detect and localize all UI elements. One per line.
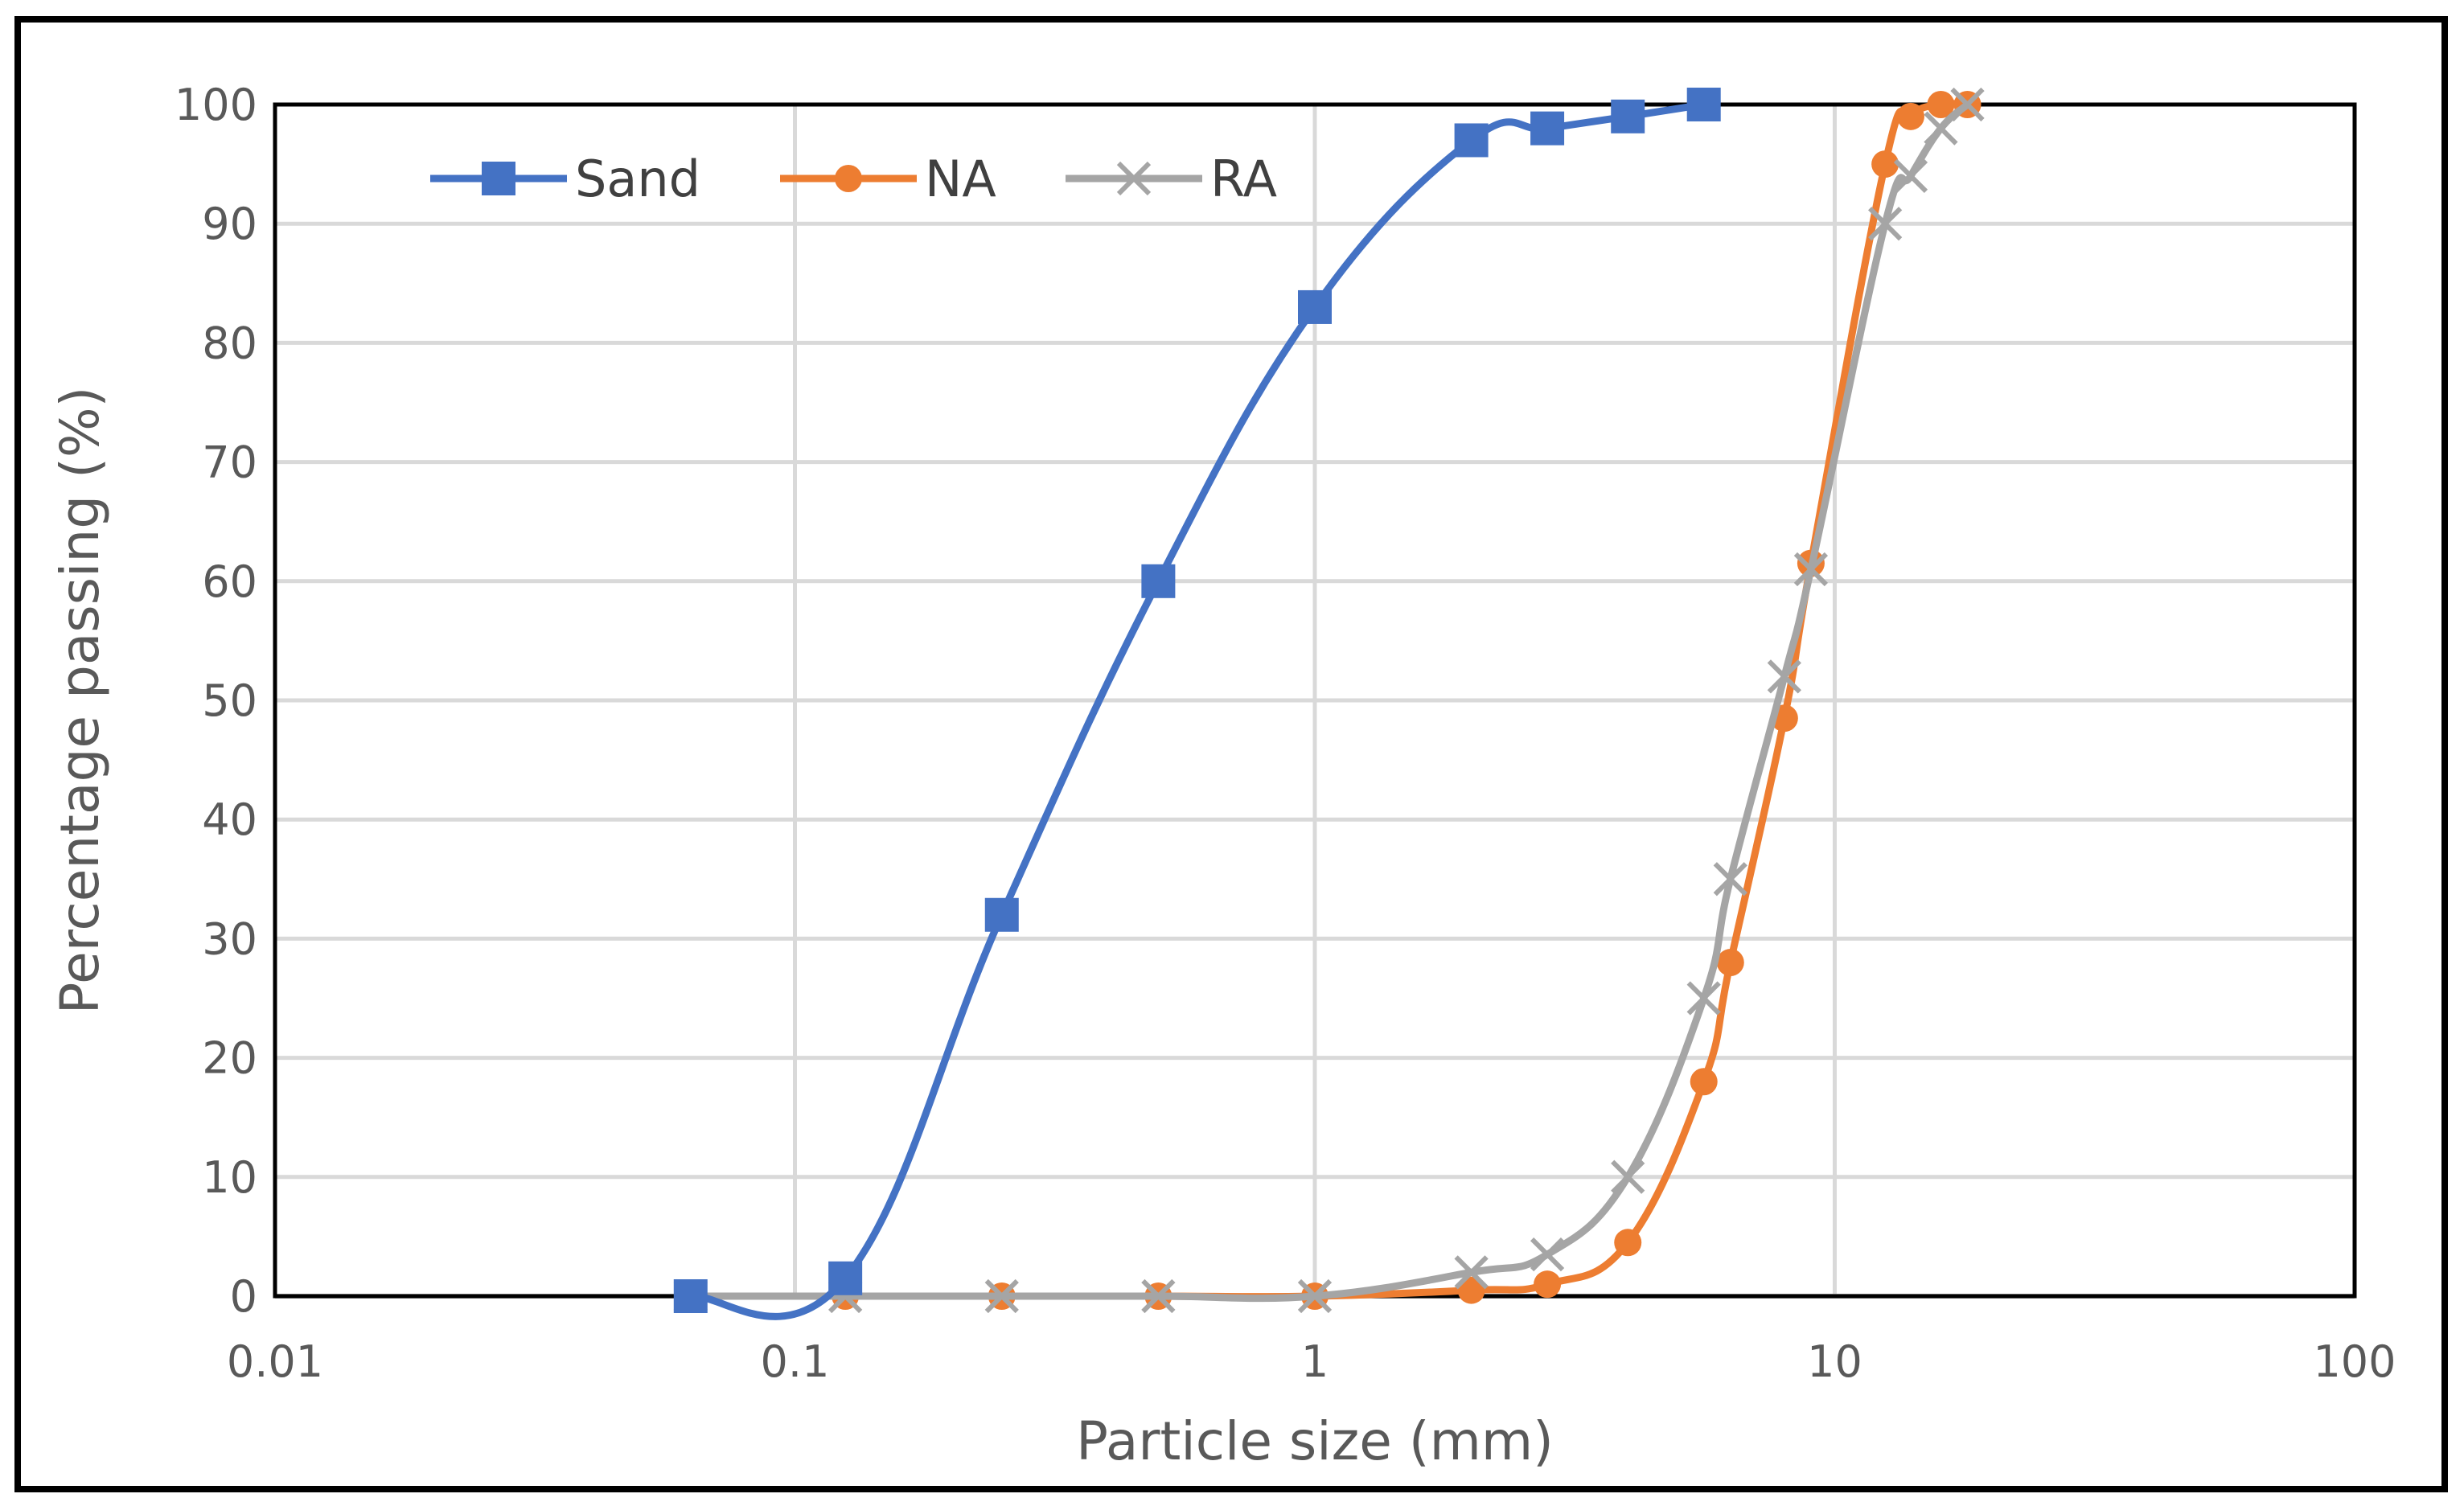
y-tick-label: 100 [175,80,257,130]
legend: Sand NA RA [430,150,1277,208]
chart-frame [14,16,2448,1492]
ra-line [690,101,1970,1303]
na-point [1534,1270,1562,1299]
ra-point [1530,1237,1565,1272]
legend-swatch-marker [835,165,862,192]
y-tick-label: 70 [202,437,257,488]
ra-point [1141,1278,1176,1314]
sand-point [984,897,1019,932]
ra-point [1713,862,1747,897]
y-tick-label: 0 [230,1271,257,1322]
y-tick-label: 50 [202,675,257,726]
ra-point [984,1278,1019,1314]
ra-point [1454,1255,1489,1290]
sand-point [1454,123,1489,158]
ra-point [1297,1278,1333,1314]
y-tick-label: 30 [202,913,257,964]
y-tick-label: 10 [202,1152,257,1203]
x-tick-label: 10 [1807,1336,1862,1387]
na-point [1716,949,1744,977]
legend-item-sand: Sand [430,150,700,208]
na-point [1871,150,1899,179]
sand-point [1611,99,1645,133]
sand-point [1298,289,1332,324]
na-point [1614,1229,1642,1257]
y-tick-label: 60 [202,556,257,607]
x-tick-label: 100 [2313,1336,2396,1387]
legend-label: Sand [575,150,700,208]
ra-point [1868,207,1903,241]
x-tick-label: 0.01 [227,1336,323,1387]
legend-swatch-marker [482,162,515,195]
ra-point [1793,552,1829,587]
na-point [1896,102,1924,130]
y-tick-label: 40 [202,794,257,845]
y-tick-label: 80 [202,318,257,368]
ra-point [1950,87,1985,122]
y-axis-title: Percentage passing (%) [49,387,111,1015]
legend-item-na: NA [780,150,996,208]
y-tick-label: 20 [202,1033,257,1084]
sand-point [1141,564,1176,598]
na-point [1690,1068,1718,1096]
ra-point [1767,659,1801,694]
sand-line [690,101,1705,1320]
x-axis-title: Particle size (mm) [1076,1410,1554,1472]
ra-point [1611,1159,1645,1194]
sand-point [828,1261,863,1295]
sand-point [673,1279,708,1313]
y-tick-label: 90 [202,199,257,249]
sand-point [1530,111,1565,146]
x-tick-label: 1 [1301,1336,1329,1387]
series-ra [673,87,1985,1314]
ra-point [1686,981,1721,1016]
ra-point [1893,158,1928,194]
sand-point [1686,88,1721,121]
na-point [1927,91,1955,118]
x-tick-label: 0.1 [761,1336,830,1387]
legend-label: NA [925,150,996,208]
legend-item-ra: RA [1066,150,1277,208]
series-sand [673,88,1721,1320]
na-point [1457,1276,1485,1304]
legend-label: RA [1210,150,1277,208]
legend-swatch-marker [1116,161,1152,196]
